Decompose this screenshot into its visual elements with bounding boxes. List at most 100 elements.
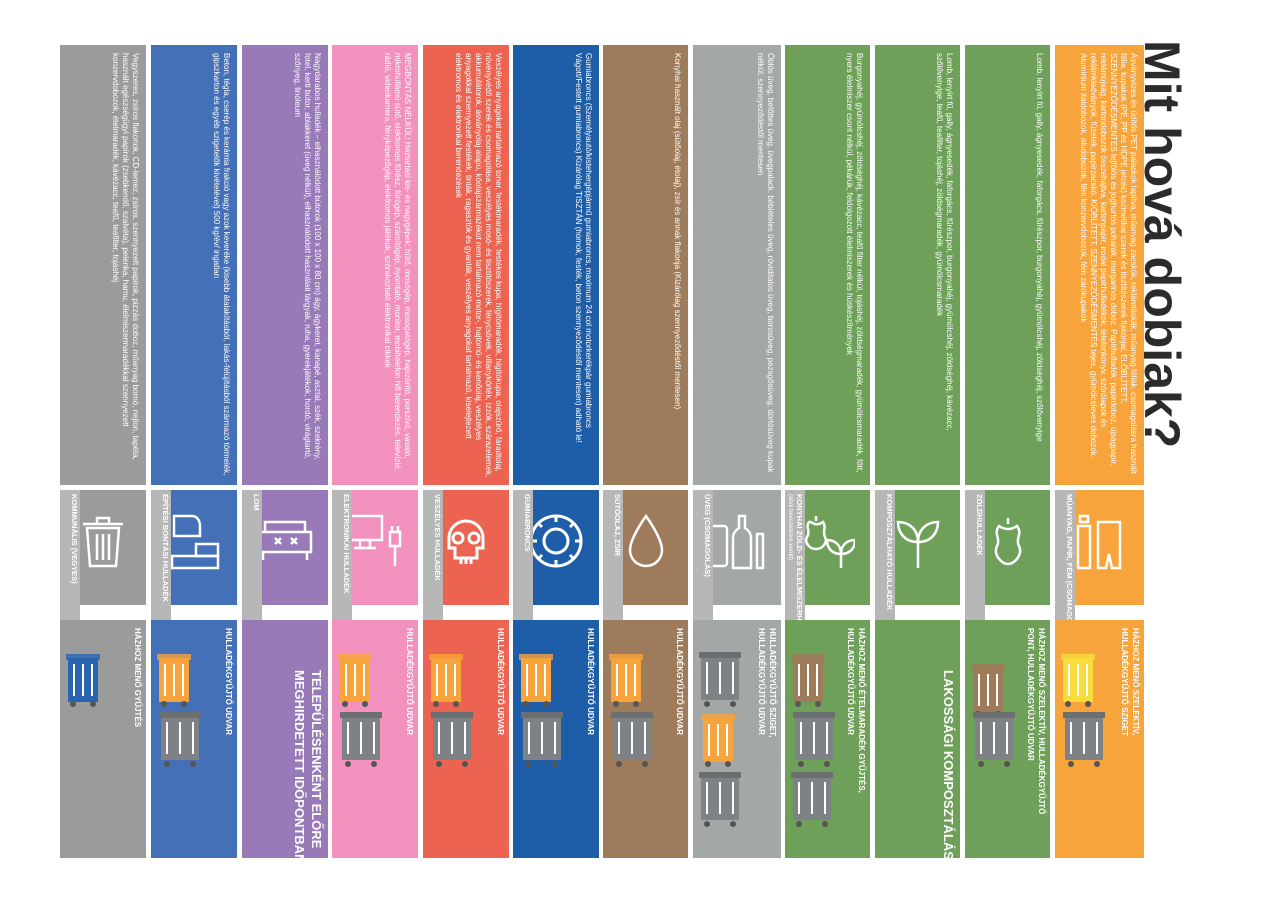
collection-method-line: HULLADÉKGYŰJTŐ UDVAR xyxy=(224,628,233,735)
category-label-box: GUMIABRONCS xyxy=(513,490,533,640)
container-bin-icon xyxy=(971,710,1017,773)
collection-panel: HULLADÉKGYŰJTŐ UDVAR xyxy=(513,620,599,858)
category-label-box: ELEKTRONIKAI HULLADÉK xyxy=(332,490,352,640)
collection-panel: LAKOSSÁGI KOMPOSZTÁLÁS xyxy=(875,620,960,860)
wheelie-bin-icon xyxy=(64,650,102,713)
description-text: Öblös üveg, befőttes üveg, üvegpalack, b… xyxy=(756,53,775,473)
collection-method-line: HULLADÉKGYŰJTŐ UDVAR xyxy=(496,628,505,735)
description-panel: Nagydarabos hulladék – elhasználódott bú… xyxy=(242,45,328,485)
collection-panel: HÁZHOZ MENŐ ÉTELMARADÉK GYŰJTÉS, HULLADÉK… xyxy=(785,620,870,858)
collection-method-line: HÁZHOZ MENŐ SZELEKTÍV, HULLADÉKGYŰJTŐ xyxy=(1037,628,1046,815)
category-label: MŰANYAG, PAPÍR, FÉM (CSOMAGOLÁS) xyxy=(1065,494,1074,641)
strip-electronic: MEGBONTÁS NÉLKÜL! Háztartási kis- és nag… xyxy=(332,45,418,858)
container-bin-icon xyxy=(697,650,743,713)
collection-method-line: HULLADÉKGYŰJTŐ UDVAR xyxy=(757,628,766,735)
description-panel: Lomb, lenyírt fű, gally, ágnyesedék, faf… xyxy=(875,45,960,485)
collection-method-line: HULLADÉKGYŰJTŐ UDVAR xyxy=(586,628,595,735)
category-label-box: ÉPÍTÉSI BONTÁSI HULLADÉK xyxy=(151,490,171,640)
collection-method-line: MEGHIRDETETT IDŐPONTBAN xyxy=(292,670,307,864)
collection-panel: HÁZHOZ MENŐ SZELEKTÍV, HULLADÉKGYŰJTŐ SZI… xyxy=(1055,620,1144,858)
strip-oil: Konyhai használt olaj (sütőolaj, étolaj)… xyxy=(603,45,688,858)
collection-panel: HULLADÉKGYŰJTŐ UDVAR xyxy=(151,620,237,858)
category-label-box: KONYHAI ZÖLD- ÉS ÉLELMISZERHULLADÉK (ahol… xyxy=(785,490,805,657)
container-bin-icon xyxy=(789,770,835,833)
description-panel: MEGBONTÁS NÉLKÜL! Háztartási kis- és nag… xyxy=(332,45,418,485)
collection-method-line: HÁZHOZ MENŐ GYŰJTÉS xyxy=(133,628,142,728)
collection-panel: HÁZHOZ MENŐ GYŰJTÉS xyxy=(60,620,146,858)
collection-method-line: TELEPÜLÉSENKÉNT ELŐRE xyxy=(309,670,324,849)
category-label: GUMIABRONCS xyxy=(523,494,532,552)
description-text: Beton, tégla, cserép és kerámia frakció … xyxy=(212,53,231,476)
description-panel: Burgonyahéj, gyümölcshéj, zöldséghéj, ká… xyxy=(785,45,870,485)
category-label: VESZÉLYES HULLADÉK xyxy=(433,494,442,581)
description-panel: Konyhai használt olaj (sütőolaj, étolaj)… xyxy=(603,45,688,485)
description-panel: Vegyszeres, zsíros flakonok, CD-lemez, z… xyxy=(60,45,146,485)
wheelie-bin-icon xyxy=(607,650,645,713)
collection-method-line: HULLADÉKGYŰJTŐ UDVAR xyxy=(675,628,684,735)
collection-method-line: HULLADÉKGYŰJTŐ UDVAR xyxy=(846,628,855,735)
wheelie-bin-icon xyxy=(155,650,193,713)
container-bin-icon xyxy=(609,710,655,773)
wheelie-bin-icon xyxy=(969,660,1007,723)
container-bin-icon xyxy=(157,710,203,773)
category-label: LOM xyxy=(252,494,261,511)
strip-kitchen: Burgonyahéj, gyümölcshéj, zöldséghéj, ká… xyxy=(785,45,870,858)
container-bin-icon xyxy=(519,710,565,773)
strip-construction: Beton, tégla, cserép és kerámia frakció … xyxy=(151,45,237,858)
wheelie-bin-icon xyxy=(699,710,737,773)
category-label-box: ÜVEG (CSOMAGOLÁS) xyxy=(693,490,713,640)
strip-plastic: Ásványvizes és üdítős PET palackok lapít… xyxy=(1055,45,1144,858)
strip-compost: Lomb, lenyírt fű, gally, ágnyesedék, faf… xyxy=(875,45,960,860)
description-panel: Gumiabroncs (Személyautó/kistehergépjárm… xyxy=(513,45,599,485)
wheelie-bin-icon xyxy=(517,650,555,713)
description-text: Veszélyes anyagokat tartalmazó toner, fe… xyxy=(454,53,503,478)
description-text: Burgonyahéj, gyümölcshéj, zöldséghéj, ká… xyxy=(845,53,864,473)
description-text: Gumiabroncs (Személyautó/kistehergépjárm… xyxy=(574,53,593,443)
collection-method-line: PONT, HULLADÉKGYŰJTŐ UDVAR xyxy=(1026,628,1035,761)
strip-hazard: Veszélyes anyagokat tartalmazó toner, fe… xyxy=(423,45,509,858)
collection-panel: HULLADÉKGYŰJTŐ UDVAR xyxy=(603,620,688,858)
container-bin-icon xyxy=(338,710,384,773)
strip-green: Lomb, lenyírt fű, gally, ágnyesedék, faf… xyxy=(965,45,1050,858)
category-note: (ahol bevezetésre került) xyxy=(787,494,793,561)
strip-tyre: Gumiabroncs (Személyautó/kistehergépjárm… xyxy=(513,45,599,858)
page-title-wrap: Mit hová dobjak? xyxy=(1134,40,1222,500)
collection-method-line: HULLADÉKGYŰJTŐ SZIGET xyxy=(1120,628,1129,737)
strip-glass: Öblös üveg, befőttes üveg, üvegpalack, b… xyxy=(693,45,781,858)
category-label-box: MŰANYAG, PAPÍR, FÉM (CSOMAGOLÁS) xyxy=(1055,490,1075,640)
category-label: KOMPOSZTÁLHATÓ HULLADÉK xyxy=(885,494,894,611)
collection-panel: HULLADÉKGYŰJTŐ UDVAR xyxy=(423,620,509,858)
category-label-box: LOM xyxy=(242,490,262,640)
collection-method-line: HULLADÉKGYŰJTŐ UDVAR xyxy=(405,628,414,735)
container-bin-icon xyxy=(791,710,837,773)
category-label: ELEKTRONIKAI HULLADÉK xyxy=(342,494,351,594)
category-label-box: VESZÉLYES HULLADÉK xyxy=(423,490,443,640)
category-label-box: SÜTŐOLAJ, ZSÍR xyxy=(603,490,623,640)
description-panel: Beton, tégla, cserép és kerámia frakció … xyxy=(151,45,237,485)
description-text: Lomb, lenyírt fű, gally, ágnyesedék, faf… xyxy=(935,53,954,431)
description-text: Konyhai használt olaj (sütőolaj, étolaj)… xyxy=(673,53,682,410)
description-panel: Öblös üveg, befőttes üveg, üvegpalack, b… xyxy=(693,45,781,485)
collection-panel: HULLADÉKGYŰJTŐ SZIGET, HULLADÉKGYŰJTŐ UDV… xyxy=(693,620,781,858)
collection-method-line: HÁZHOZ MENŐ SZELEKTÍV, xyxy=(1131,628,1140,736)
description-text: Nagydarabos hulladék – elhasználódott bú… xyxy=(293,53,322,460)
description-panel: Ásványvizes és üdítős PET palackok lapít… xyxy=(1055,45,1144,485)
category-label-box: KOMMUNÁLIS (VEGYES) xyxy=(60,490,80,640)
collection-panel: HÁZHOZ MENŐ SZELEKTÍV, HULLADÉKGYŰJTŐ PON… xyxy=(965,620,1050,858)
collection-panel: HULLADÉKGYŰJTŐ UDVAR xyxy=(332,620,418,858)
category-label: KOMMUNÁLIS (VEGYES) xyxy=(70,494,79,584)
container-bin-icon xyxy=(697,770,743,833)
collection-panel: TELEPÜLÉSENKÉNT ELŐRE MEGHIRDETETT IDŐPON… xyxy=(242,620,328,864)
collection-method-line: LAKOSSÁGI KOMPOSZTÁLÁS xyxy=(941,670,956,860)
collection-method-line: HÁZHOZ MENŐ ÉTELMARADÉK GYŰJTÉS, xyxy=(857,628,866,793)
description-text: Lomb, lenyírt fű, gally, ágnyesedék, faf… xyxy=(1035,53,1044,442)
wheelie-bin-icon xyxy=(427,650,465,713)
description-panel: Lomb, lenyírt fű, gally, ágnyesedék, faf… xyxy=(965,45,1050,485)
container-bin-icon xyxy=(1061,710,1107,773)
description-panel: Veszélyes anyagokat tartalmazó toner, fe… xyxy=(423,45,509,485)
container-bin-icon xyxy=(429,710,475,773)
category-label-box: ZÖLDHULLADÉK xyxy=(965,490,985,640)
strip-communal: Vegyszeres, zsíros flakonok, CD-lemez, z… xyxy=(60,45,146,858)
wheelie-bin-icon xyxy=(336,650,374,713)
category-label: ÜVEG (CSOMAGOLÁS) xyxy=(703,494,712,577)
